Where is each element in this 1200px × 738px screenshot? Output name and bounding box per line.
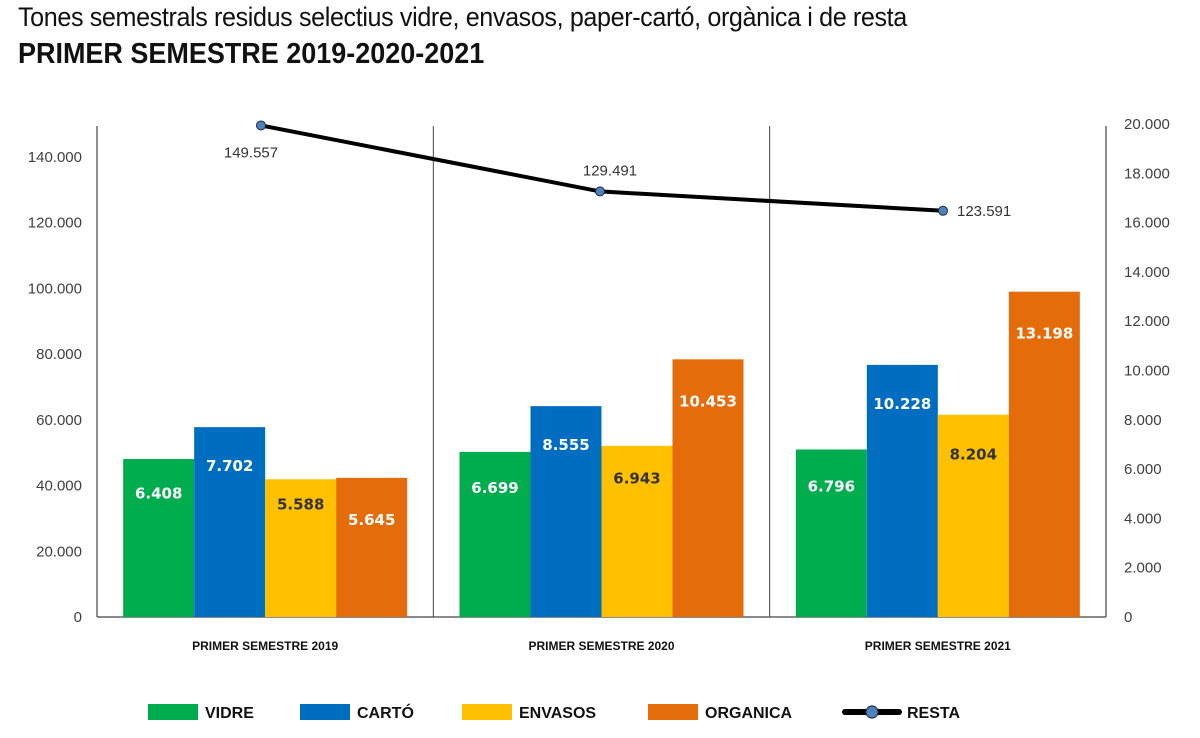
left-axis-tick-label: 40.000	[36, 478, 82, 495]
legend-swatch-vidre	[148, 704, 198, 720]
legend-swatch-resta-marker	[865, 705, 879, 719]
bar-vidre	[795, 449, 867, 617]
bars: 6.408 7.702 5.588 5.645 6.699 8.555 6.943 10.45…	[123, 291, 1080, 617]
left-axis-tick-label: 120.000	[28, 215, 82, 232]
bar-organica	[672, 359, 744, 617]
resta-marker	[595, 186, 605, 197]
bar-cartó	[866, 364, 938, 617]
legend: VIDRE CARTÓ ENVASOS ORGANICA RESTA	[148, 703, 960, 722]
right-axis-tick-label: 4.000	[1124, 510, 1162, 527]
right-axis-tick-label: 14.000	[1124, 264, 1170, 281]
legend-label: RESTA	[907, 705, 960, 722]
bar-organica	[1008, 291, 1080, 617]
left-axis-tick-label: 80.000	[36, 346, 82, 363]
bar-value-label: 6.408	[135, 485, 182, 503]
bar-value-label: 6.796	[808, 477, 855, 495]
bar-vidre	[123, 459, 195, 617]
category-label: PRIMER SEMESTRE 2020	[528, 639, 674, 653]
bar-value-label: 10.228	[873, 395, 931, 413]
left-axis-tick-label: 20.000	[36, 543, 82, 560]
axes: 0 20.000 40.000 60.000 80.000 100.000 120.000 1…	[28, 116, 1170, 653]
left-axis-tick-label: 60.000	[36, 412, 82, 429]
resta-marker	[938, 205, 948, 216]
resta-line: 149.557 129.491 123.591	[224, 120, 1011, 220]
bar-value-label: 13.198	[1015, 325, 1073, 343]
right-axis-tick-label: 0	[1124, 609, 1132, 626]
legend-swatch-organica	[648, 704, 698, 720]
right-axis-tick-label: 12.000	[1124, 313, 1170, 330]
legend-swatch-envasos	[462, 704, 512, 720]
right-axis-tick-label: 2.000	[1124, 560, 1162, 577]
bar-cartó	[530, 406, 602, 617]
bar-value-label: 8.204	[950, 445, 997, 463]
right-axis-tick-label: 18.000	[1124, 165, 1170, 182]
bar-envasos	[937, 414, 1009, 617]
category-label: PRIMER SEMESTRE 2021	[865, 639, 1011, 653]
right-axis-tick-label: 16.000	[1124, 215, 1170, 232]
right-axis-tick-label: 20.000	[1124, 116, 1170, 133]
resta-value-label: 149.557	[224, 144, 278, 161]
right-axis-tick-label: 6.000	[1124, 461, 1162, 478]
chart-subtitle: PRIMER SEMESTRE 2019-2020-2021	[18, 38, 485, 70]
legend-swatch-cartó	[300, 704, 350, 720]
chart-title: Tones semestrals residus selectius vidre…	[18, 2, 907, 32]
left-axis-tick-label: 0	[74, 609, 82, 626]
bar-value-label: 8.555	[542, 436, 589, 454]
resta-marker	[256, 120, 266, 131]
right-axis-tick-label: 8.000	[1124, 412, 1162, 429]
legend-label: ORGANICA	[705, 705, 793, 722]
resta-value-label: 129.491	[583, 162, 637, 179]
bar-value-label: 10.453	[679, 392, 737, 410]
bar-cartó	[194, 427, 266, 617]
bar-envasos	[601, 445, 673, 617]
legend-label: CARTÓ	[357, 703, 414, 722]
left-axis-tick-label: 140.000	[28, 149, 82, 166]
resta-value-label: 123.591	[957, 203, 1011, 220]
bar-value-label: 6.943	[613, 470, 660, 488]
bar-vidre	[459, 451, 531, 617]
right-axis-tick-label: 10.000	[1124, 363, 1170, 380]
bar-value-label: 7.702	[206, 457, 253, 475]
bar-organica	[336, 477, 408, 617]
bar-value-label: 6.699	[471, 479, 518, 497]
left-axis-tick-label: 100.000	[28, 280, 82, 297]
legend-label: VIDRE	[205, 705, 254, 722]
bar-value-label: 5.645	[348, 511, 395, 529]
category-label: PRIMER SEMESTRE 2019	[192, 639, 338, 653]
bar-value-label: 5.588	[277, 496, 324, 514]
legend-label: ENVASOS	[519, 705, 596, 722]
bar-envasos	[265, 479, 337, 617]
